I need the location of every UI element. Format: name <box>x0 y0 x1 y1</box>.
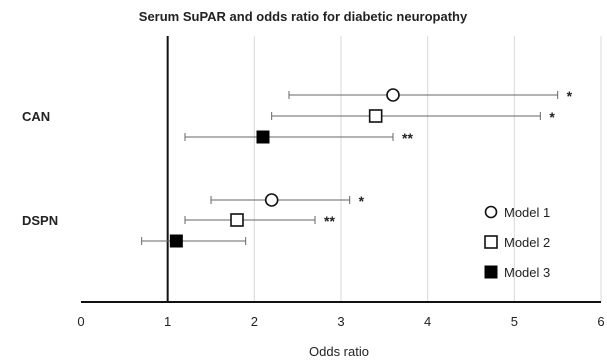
chart-title: Serum SuPAR and odds ratio for diabetic … <box>139 9 468 24</box>
x-tick-label: 0 <box>77 314 84 329</box>
significance-label: ** <box>324 213 335 229</box>
significance-label: * <box>567 88 573 104</box>
x-tick-label: 5 <box>511 314 518 329</box>
significance-label: * <box>359 193 365 209</box>
legend-marker <box>484 235 498 249</box>
point-marker <box>230 213 244 227</box>
x-tick-label: 6 <box>597 314 604 329</box>
legend: Model 1 Model 2 Model 3 <box>484 205 550 280</box>
x-axis: 0 1 2 3 4 5 6 <box>77 36 605 329</box>
significance-label: ** <box>402 130 413 146</box>
x-tick-label: 2 <box>251 314 258 329</box>
legend-label: Model 2 <box>504 235 550 250</box>
category-labels: CAN DSPN <box>22 109 58 228</box>
point-marker <box>256 130 270 144</box>
legend-marker <box>484 265 498 279</box>
point-marker <box>169 234 183 248</box>
x-tick-label: 1 <box>164 314 171 329</box>
grid-lines <box>167 36 602 302</box>
legend-label: Model 3 <box>504 265 550 280</box>
point-marker <box>264 193 279 207</box>
category-label: CAN <box>22 109 50 124</box>
x-axis-title: Odds ratio <box>309 344 369 359</box>
data-marks: ******* <box>141 88 573 248</box>
legend-label: Model 1 <box>504 205 550 220</box>
x-tick-label: 4 <box>424 314 431 329</box>
category-label: DSPN <box>22 213 58 228</box>
x-tick-label: 3 <box>337 314 344 329</box>
point-marker <box>386 88 400 102</box>
legend-marker <box>484 205 498 219</box>
point-marker <box>368 109 383 123</box>
significance-label: * <box>549 109 555 125</box>
